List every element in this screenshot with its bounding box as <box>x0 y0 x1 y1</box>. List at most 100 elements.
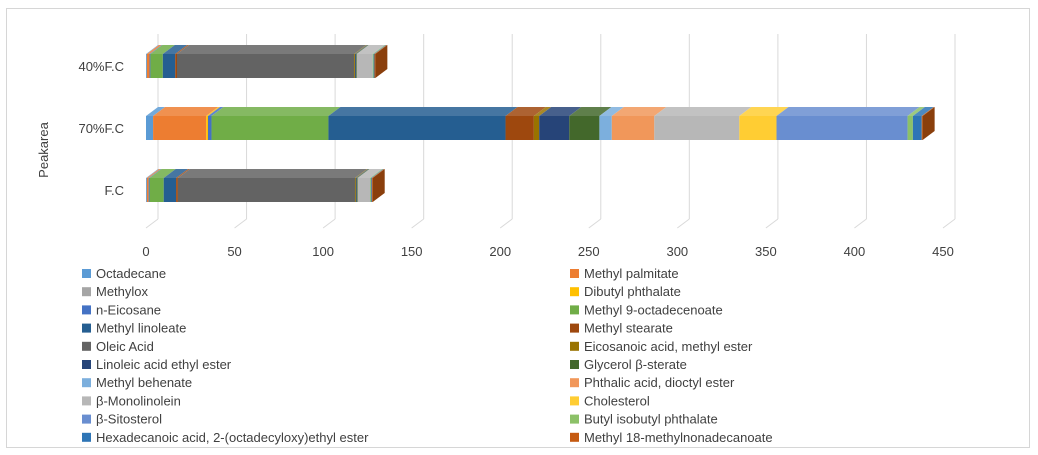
legend-swatch <box>570 414 579 424</box>
bar-segment <box>374 54 376 78</box>
bar-segment-top <box>907 107 925 116</box>
category-label: F.C <box>105 183 125 198</box>
bar-segment-side <box>375 45 388 78</box>
x-tick-label: 0 <box>142 244 149 259</box>
bar-segment-top <box>176 45 367 54</box>
bar-segment <box>356 54 373 78</box>
bar-segment <box>371 178 373 202</box>
legend-swatch <box>82 269 91 278</box>
legend-swatch <box>82 360 91 369</box>
legend-label: Methyl palmitate <box>584 266 679 281</box>
bar-segment-top <box>505 107 546 116</box>
bar-segment-top <box>328 107 518 116</box>
bar-segment <box>354 178 356 202</box>
bar-segment-top <box>355 45 369 54</box>
bar-segment <box>921 116 923 140</box>
bar-segment-top <box>599 107 624 116</box>
bar-segment-top <box>539 107 582 116</box>
bar-segment <box>539 116 570 140</box>
legend-label: Methylox <box>96 284 149 299</box>
bar-segment <box>354 54 355 78</box>
floor-gridline <box>322 218 336 229</box>
floor-gridline <box>234 218 247 229</box>
legend-label: Glycerol β-sterate <box>584 357 687 372</box>
chart-frame <box>6 8 1030 448</box>
bar-segment <box>328 116 506 140</box>
legend-swatch <box>82 432 91 442</box>
legend-label: Hexadecanoic acid, 2-(octadecyloxy)ethyl… <box>96 430 369 445</box>
bar-segment-top <box>149 169 176 178</box>
bar-segment <box>149 54 151 78</box>
bar-segment <box>211 116 329 140</box>
legend-label: Butyl isobutyl phthalate <box>584 412 718 427</box>
bar-segment-top <box>153 107 219 116</box>
bar-segment <box>505 116 534 140</box>
legend-swatch <box>82 414 91 424</box>
bar-segment-side <box>922 107 935 140</box>
x-tick-label: 200 <box>489 244 511 259</box>
bar-segment-top <box>146 169 161 178</box>
legend-swatch <box>82 323 91 333</box>
bar-segment-top <box>370 169 383 178</box>
x-tick-label: 50 <box>227 244 241 259</box>
bar-segment <box>907 116 913 140</box>
bar-segment-top <box>146 107 166 116</box>
bar-segment-top <box>177 169 367 178</box>
bar-segment-top <box>370 169 384 178</box>
legend-swatch <box>570 287 579 297</box>
bar-segment <box>372 54 374 78</box>
bar-segment <box>355 54 357 78</box>
legend-label: Octadecane <box>96 266 166 281</box>
bar-segment <box>355 178 357 202</box>
legend-label: Linoleic acid ethyl ester <box>96 357 232 372</box>
bar-segment <box>599 116 612 140</box>
bar-segment-top <box>150 45 175 54</box>
bar-segment <box>153 116 207 140</box>
bar-segment <box>146 178 149 202</box>
floor-gridline <box>411 218 424 229</box>
bar-segment <box>533 116 540 140</box>
floor-gridline <box>677 218 690 229</box>
bar-segment-top <box>654 107 752 116</box>
bar-segment <box>163 178 177 202</box>
x-tick-label: 450 <box>932 244 954 259</box>
bar-segment-top <box>354 45 367 54</box>
floor-gridline <box>854 218 867 229</box>
bar-segment-top <box>207 107 224 116</box>
bar-segment-top <box>211 107 341 116</box>
legend-label: Cholesterol <box>584 393 650 408</box>
bar-segment-top <box>354 169 368 178</box>
bar-segment <box>146 54 147 78</box>
legend-label: Methyl 9-octadecenoate <box>584 302 723 317</box>
bar-segment <box>146 178 147 202</box>
bars <box>146 45 935 202</box>
bar-segment <box>357 178 371 202</box>
bar-segment <box>373 54 375 78</box>
bar-segment <box>150 54 163 78</box>
bar-segment <box>176 54 355 78</box>
legend-label: Methyl behenate <box>96 375 192 390</box>
x-tick-label: 100 <box>312 244 334 259</box>
bar-segment <box>177 178 355 202</box>
bar-segment-top <box>356 169 370 178</box>
bar-segment-top <box>371 169 385 178</box>
bar-segment-top <box>569 107 612 116</box>
bar-segment-top <box>162 45 188 54</box>
legend-label: Eicosanoic acid, methyl ester <box>584 339 753 354</box>
bar-segment <box>739 116 777 140</box>
bar-segment-top <box>176 169 190 178</box>
bar-segment-top <box>175 45 189 54</box>
legend-swatch <box>82 396 91 406</box>
bar-segment <box>776 116 908 140</box>
floor-gridline <box>765 218 779 229</box>
legend-swatch <box>570 432 579 442</box>
legend-swatch <box>570 269 579 278</box>
legend-label: n-Eicosane <box>96 302 161 317</box>
bar-segment <box>370 178 372 202</box>
bar-segment <box>149 178 164 202</box>
bar-segment-top <box>533 107 552 116</box>
legend-label: Oleic Acid <box>96 339 154 354</box>
legend-label: Methyl 18-methylnonadecanoate <box>584 430 773 445</box>
axes: Peakarea 0 50 100 150 200 250 300 350 400 450 F.C 7… <box>36 59 954 259</box>
